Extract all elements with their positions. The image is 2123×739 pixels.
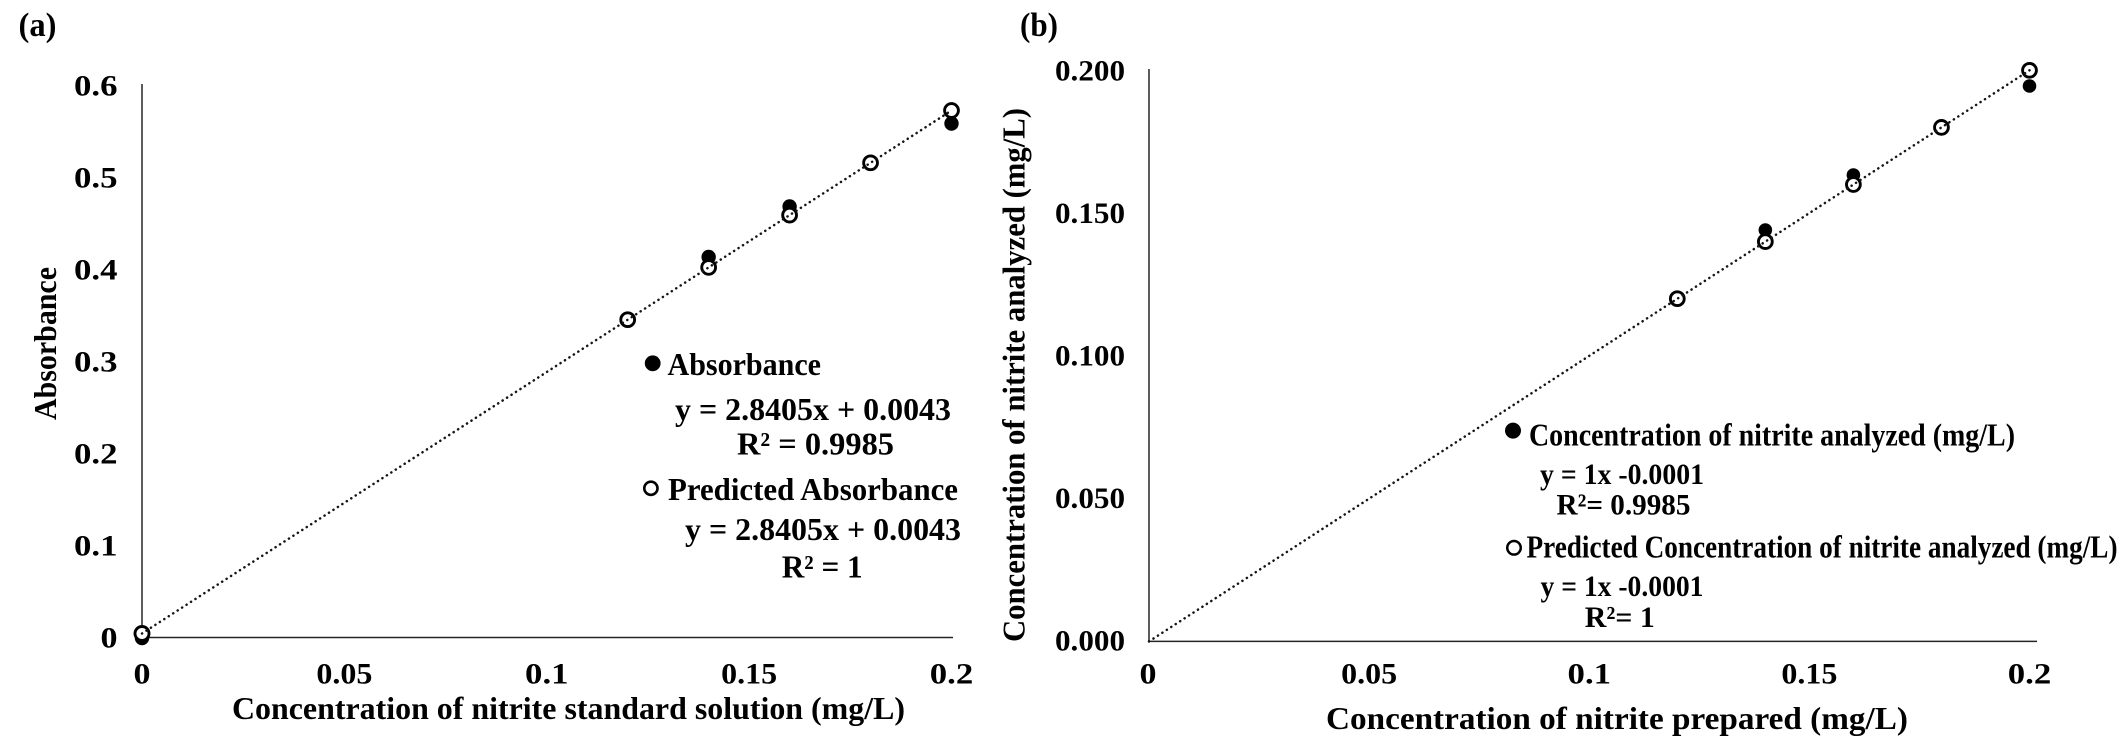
svg-text:0.05: 0.05 xyxy=(1341,658,1397,691)
svg-text:0: 0 xyxy=(101,621,118,654)
svg-text:0.15: 0.15 xyxy=(1781,658,1837,691)
svg-text:Concentration of nitrite analy: Concentration of nitrite analyzed (mg/L) xyxy=(1529,417,2015,453)
svg-text:y = 1x -0.0001: y = 1x -0.0001 xyxy=(1541,570,1704,603)
svg-text:Predicted Concentration of nit: Predicted Concentration of nitrite analy… xyxy=(1527,529,2118,565)
svg-text:0.05: 0.05 xyxy=(316,658,372,691)
svg-text:0.150: 0.150 xyxy=(1055,197,1125,230)
svg-text:Absorbance: Absorbance xyxy=(27,267,63,420)
svg-text:(a): (a) xyxy=(19,7,57,44)
svg-text:Absorbance: Absorbance xyxy=(668,346,822,382)
svg-text:0: 0 xyxy=(1140,658,1157,691)
svg-text:(b): (b) xyxy=(1020,7,1058,44)
svg-text:0.4: 0.4 xyxy=(74,253,118,286)
svg-text:0.2: 0.2 xyxy=(930,658,974,691)
svg-text:0.1: 0.1 xyxy=(1568,658,1612,691)
svg-text:0.6: 0.6 xyxy=(74,69,118,102)
svg-text:R²= 1: R²= 1 xyxy=(1585,601,1655,634)
svg-text:y = 2.8405x + 0.0043: y = 2.8405x + 0.0043 xyxy=(675,391,951,427)
svg-text:0.3: 0.3 xyxy=(74,345,118,378)
svg-text:Predicted Absorbance: Predicted Absorbance xyxy=(668,471,958,507)
svg-text:0: 0 xyxy=(134,658,151,691)
svg-text:y = 1x -0.0001: y = 1x -0.0001 xyxy=(1540,458,1704,491)
svg-text:0.200: 0.200 xyxy=(1055,54,1125,87)
svg-text:0.2: 0.2 xyxy=(74,437,118,470)
svg-text:Concentration of nitrite prepa: Concentration of nitrite prepared (mg/L) xyxy=(1326,700,1908,736)
svg-text:Concentration of nitrite stand: Concentration of nitrite standard soluti… xyxy=(232,690,905,726)
svg-text:0.000: 0.000 xyxy=(1055,624,1125,657)
svg-text:0.15: 0.15 xyxy=(721,658,777,691)
svg-text:0.050: 0.050 xyxy=(1055,482,1125,515)
svg-text:R²= 0.9985: R²= 0.9985 xyxy=(1557,489,1691,522)
svg-text:R² = 0.9985: R² = 0.9985 xyxy=(737,426,894,462)
svg-text:0.1: 0.1 xyxy=(74,529,118,562)
svg-text:R² = 1: R² = 1 xyxy=(782,549,863,585)
svg-text:0.1: 0.1 xyxy=(525,658,569,691)
svg-text:0.5: 0.5 xyxy=(74,161,118,194)
svg-text:Concentration of nitrite analy: Concentration of nitrite analyzed (mg/L) xyxy=(996,108,1032,642)
svg-text:0.100: 0.100 xyxy=(1055,339,1125,372)
svg-text:y = 2.8405x + 0.0043: y = 2.8405x + 0.0043 xyxy=(685,511,961,547)
svg-text:0.2: 0.2 xyxy=(2008,658,2052,691)
